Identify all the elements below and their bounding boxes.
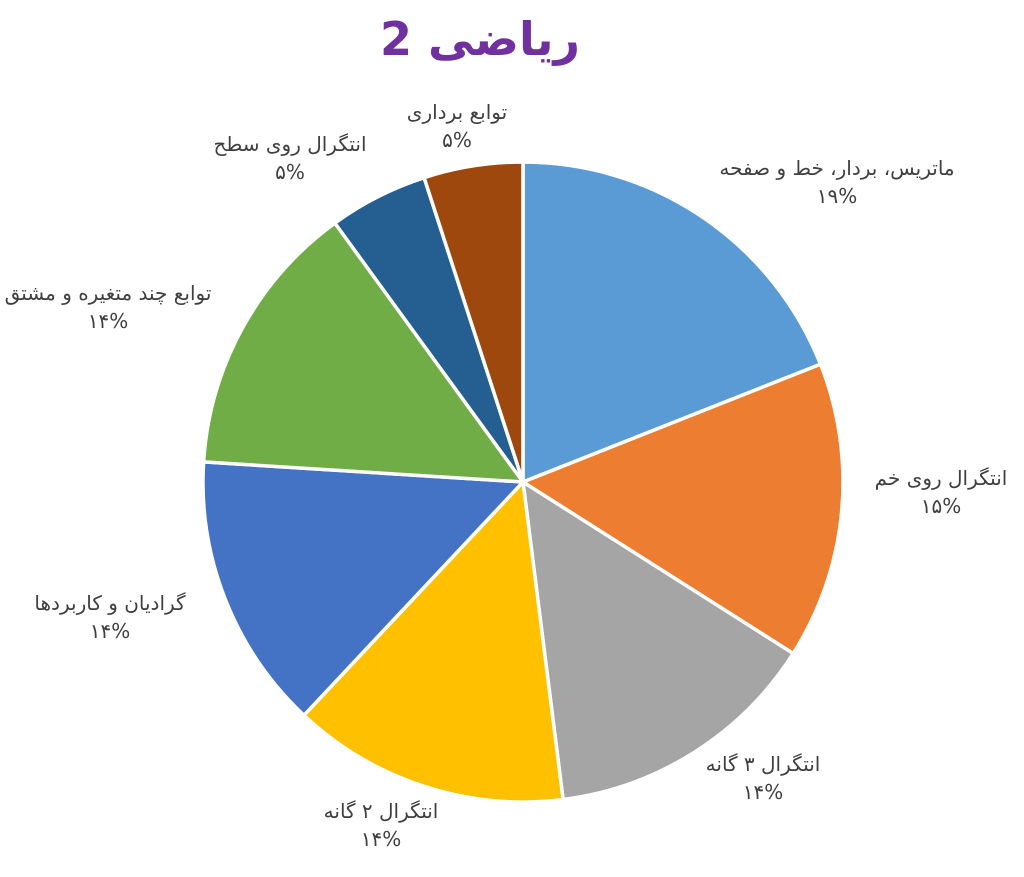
slice-label-text: گرادیان و کاربردها xyxy=(34,591,186,615)
slice-label-pct: ۵% xyxy=(442,128,472,152)
slice-label-4: گرادیان و کاربردها ۱۴% xyxy=(34,589,185,645)
slice-label-pct: ۱۹% xyxy=(816,184,858,208)
slice-label-text: ماتریس، بردار، خط و صفحه xyxy=(719,156,955,180)
pie-slice-5[interactable] xyxy=(201,221,525,484)
slice-label-pct: ۱۴% xyxy=(360,827,402,851)
slice-label-text: انتگرال روی خم xyxy=(874,466,1008,490)
slice-label-pct: ۱۴% xyxy=(89,619,131,643)
slice-label-text: انتگرال ۲ گانه xyxy=(323,799,439,823)
slice-label-6: انتگرال روی سطح ۵% xyxy=(213,130,366,186)
slice-label-text: انتگرال روی سطح xyxy=(213,132,367,156)
pie-slice-2[interactable] xyxy=(521,480,795,802)
slice-label-text: انتگرال ۳ گانه xyxy=(705,752,821,776)
slice-label-text: توابع چند متغیره و مشتق xyxy=(4,281,212,305)
slice-label-3: انتگرال ۲ گانه ۱۴% xyxy=(324,797,439,853)
pie-slice-4[interactable] xyxy=(201,460,525,718)
slice-label-5: توابع چند متغیره و مشتق ۱۴% xyxy=(5,279,212,335)
slice-label-1: انتگرال روی خم ۱۵% xyxy=(875,464,1008,520)
slice-label-pct: ۱۵% xyxy=(920,494,962,518)
pie-slice-7[interactable] xyxy=(422,160,525,484)
slice-label-0: ماتریس، بردار، خط و صفحه ۱۹% xyxy=(719,154,954,210)
chart-title: ریاضی 2 xyxy=(379,12,581,66)
slice-label-pct: ۱۴% xyxy=(742,780,784,804)
pie-slice-3[interactable] xyxy=(302,480,565,804)
slice-label-pct: ۱۴% xyxy=(87,309,129,333)
pie-slice-0[interactable] xyxy=(521,160,823,484)
slice-label-text: توابع برداری xyxy=(406,100,508,124)
slice-label-2: انتگرال ۳ گانه ۱۴% xyxy=(706,750,821,806)
slice-label-pct: ۵% xyxy=(275,160,305,184)
pie-slice-1[interactable] xyxy=(521,362,845,656)
slice-label-7: توابع برداری ۵% xyxy=(407,98,507,154)
